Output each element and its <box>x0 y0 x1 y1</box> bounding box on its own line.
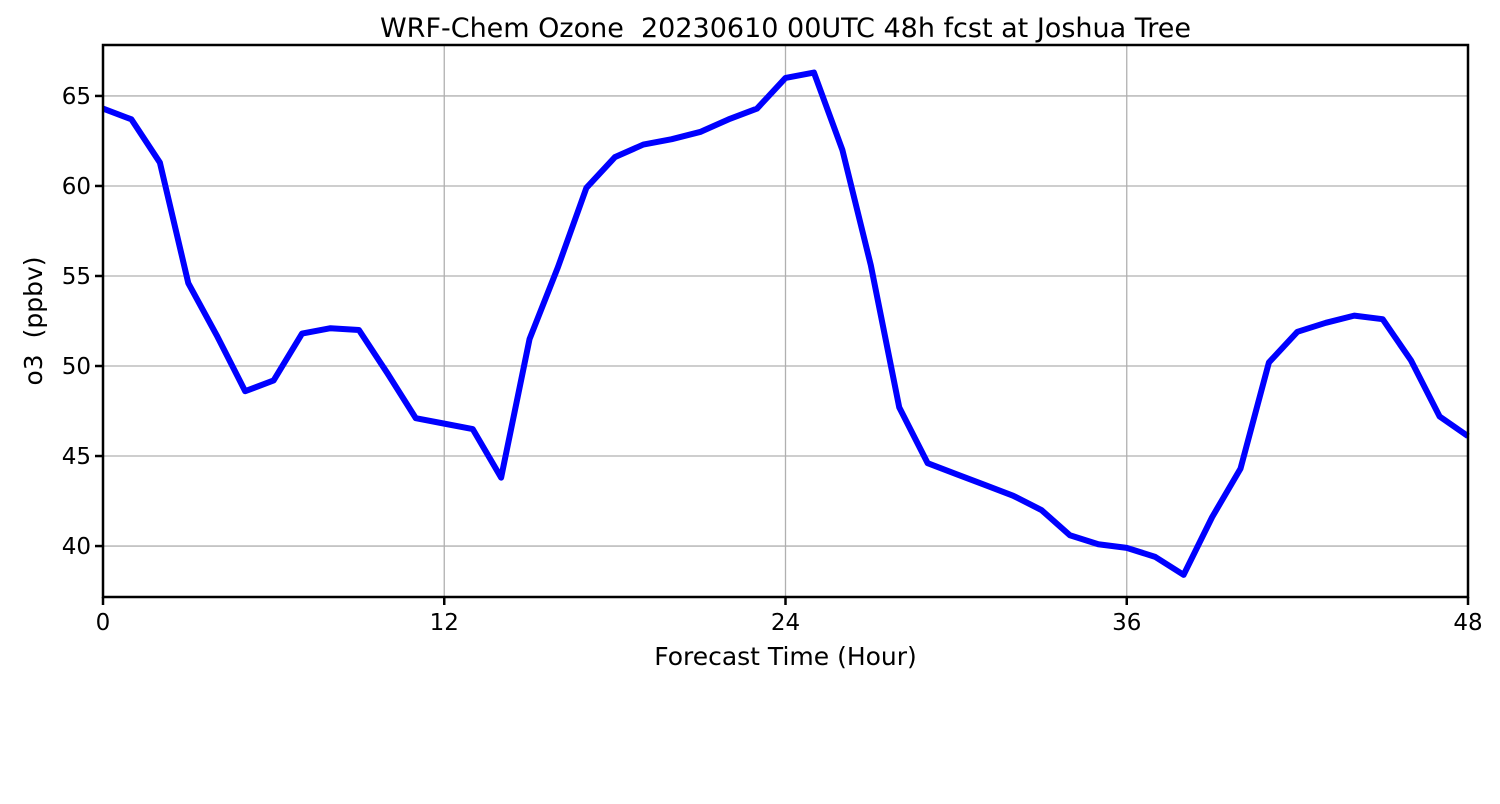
chart-title: WRF-Chem Ozone 20230610 00UTC 48h fcst a… <box>380 13 1191 44</box>
tick-labels: 0 12 24 36 48 40 45 50 55 60 65 <box>62 84 1483 636</box>
data-series <box>101 69 1470 578</box>
y-axis-label: o3 (ppbv) <box>19 256 48 385</box>
y-tick-label: 40 <box>62 534 91 560</box>
y-tick-label: 55 <box>62 264 91 290</box>
y-tick-label: 65 <box>62 84 91 110</box>
x-tick-label: 0 <box>96 610 111 636</box>
x-tick-label: 12 <box>430 610 459 636</box>
tick-marks <box>95 94 1470 605</box>
grid <box>103 45 1468 597</box>
ozone-forecast-line <box>101 69 1470 578</box>
x-tick-label: 48 <box>1453 610 1482 636</box>
y-tick-label: 45 <box>62 444 91 470</box>
x-tick-label: 24 <box>771 610 800 636</box>
y-tick-label: 60 <box>62 174 91 200</box>
x-axis-label: Forecast Time (Hour) <box>654 642 917 671</box>
y-tick-label: 50 <box>62 354 91 380</box>
x-tick-label: 36 <box>1112 610 1141 636</box>
